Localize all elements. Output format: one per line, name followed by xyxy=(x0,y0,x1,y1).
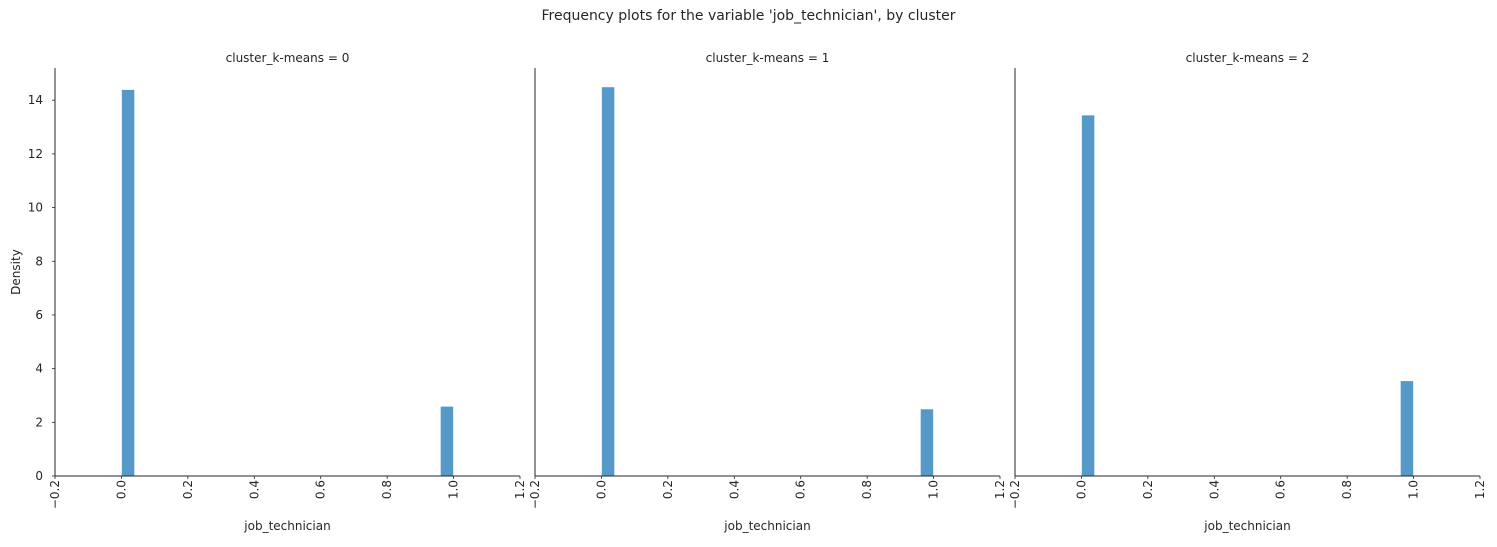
figure-title: Frequency plots for the variable 'job_te… xyxy=(541,8,956,24)
y-tick-label: 4 xyxy=(35,362,43,376)
y-tick-label: 6 xyxy=(35,308,43,322)
x-tick-label: −0.2 xyxy=(528,480,542,509)
x-tick-label: 0.2 xyxy=(1141,480,1155,499)
x-tick-label: 0.0 xyxy=(594,480,608,499)
panel-title: cluster_k-means = 1 xyxy=(706,51,830,65)
x-tick-label: 0.8 xyxy=(860,480,874,499)
x-tick-label: 0.2 xyxy=(661,480,675,499)
y-tick-label: 14 xyxy=(28,93,43,107)
x-tick-label: 0.0 xyxy=(114,480,128,499)
panel-title: cluster_k-means = 2 xyxy=(1186,51,1310,65)
facet-panel-1: cluster_k-means = 1 −0.2 0.0 0.2 0.4 0.6 0.8 1.… xyxy=(528,51,1007,533)
x-tick-label: 1.2 xyxy=(513,480,527,499)
x-tick-label: 1.2 xyxy=(1473,480,1487,499)
x-tick-label: 0.4 xyxy=(247,480,261,499)
x-tick-label: 0.4 xyxy=(1207,480,1221,499)
x-tick-label: 0.6 xyxy=(1274,480,1288,499)
x-tick-label: 0.4 xyxy=(727,480,741,499)
x-axis-label: job_technician xyxy=(243,519,330,533)
facet-panel-0: cluster_k-means = 0 −0.2 0.0 0.2 0.4 0.6 0.8 1.… xyxy=(9,51,527,533)
histogram-bar xyxy=(1399,380,1414,477)
x-tick-label: −0.2 xyxy=(48,480,62,509)
x-tick-label: 0.2 xyxy=(181,480,195,499)
x-tick-label: 0.8 xyxy=(1340,480,1354,499)
x-tick-label: 0.0 xyxy=(1074,480,1088,499)
panel-title: cluster_k-means = 0 xyxy=(226,51,350,65)
y-tick-label: 2 xyxy=(35,415,43,429)
x-tick-label: 1.0 xyxy=(1407,480,1421,499)
facet-panel-2: cluster_k-means = 2 −0.2 0.0 0.2 0.4 0.6 0.8 1.… xyxy=(1008,51,1487,533)
x-tick-label: 1.2 xyxy=(993,480,1007,499)
histogram-bar xyxy=(601,86,616,477)
y-axis-label: Density xyxy=(9,249,23,295)
x-axis-label: job_technician xyxy=(723,519,810,533)
x-tick-label: 1.0 xyxy=(927,480,941,499)
histogram-bar xyxy=(439,405,454,477)
y-tick-label: 8 xyxy=(35,254,43,268)
x-tick-label: −0.2 xyxy=(1008,480,1022,509)
y-tick-label: 12 xyxy=(28,147,43,161)
x-tick-label: 0.8 xyxy=(380,480,394,499)
y-tick-label: 10 xyxy=(28,201,43,215)
histogram-bar xyxy=(1081,114,1096,477)
x-tick-label: 0.6 xyxy=(794,480,808,499)
histogram-bar xyxy=(919,408,934,477)
x-axis-label: job_technician xyxy=(1203,519,1290,533)
y-tick-label: 0 xyxy=(35,469,43,483)
histogram-bar xyxy=(121,89,136,477)
x-tick-label: 0.6 xyxy=(314,480,328,499)
x-tick-label: 1.0 xyxy=(447,480,461,499)
